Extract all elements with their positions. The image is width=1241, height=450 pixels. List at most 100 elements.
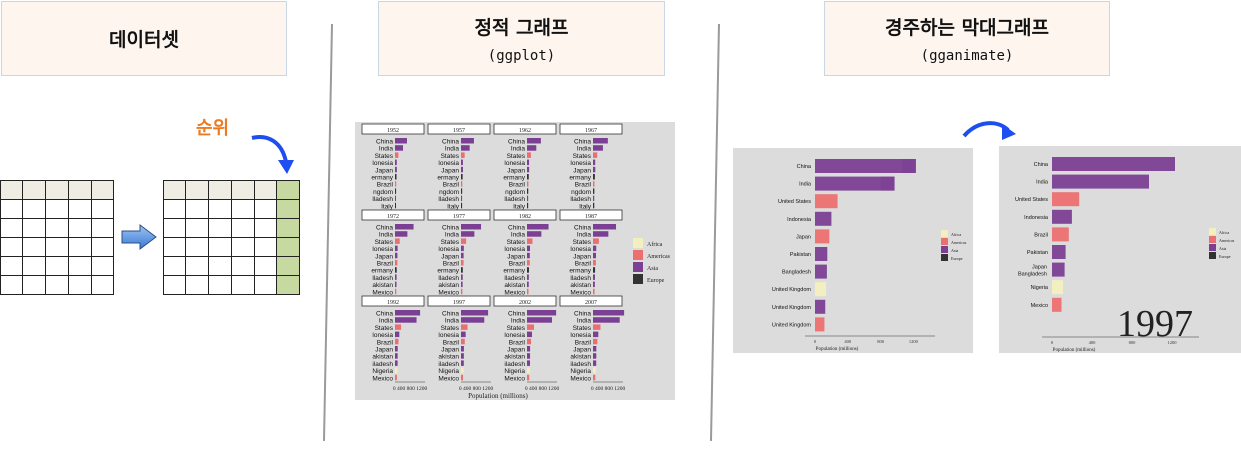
table-cell xyxy=(45,236,69,257)
race-bar-label: Bangladesh xyxy=(782,270,811,276)
facet-bar xyxy=(593,324,601,330)
race-bar-label: United States xyxy=(1015,197,1048,203)
facet-bar xyxy=(527,310,557,316)
facet-bar xyxy=(527,138,541,144)
facet-bar xyxy=(461,152,465,158)
table-cell xyxy=(230,255,255,276)
facet-bar xyxy=(527,331,532,338)
facet-bar xyxy=(461,346,464,352)
facet-bar-label: China xyxy=(574,311,591,318)
rank-cell xyxy=(276,236,301,257)
legend-swatch xyxy=(941,230,948,237)
facet-bar xyxy=(395,238,400,244)
facet-bar xyxy=(395,181,397,187)
facet-bar xyxy=(461,166,464,173)
race-bar-label: Mexico xyxy=(1031,303,1048,309)
race-bar xyxy=(1052,174,1149,189)
facet-bar xyxy=(395,353,398,359)
facet-bar xyxy=(527,360,530,366)
legend-swatch xyxy=(1209,244,1216,251)
facet-bar-label: China xyxy=(442,139,459,146)
header-cell xyxy=(185,179,210,200)
legend-label: Europe xyxy=(1219,254,1231,259)
facet-bar xyxy=(395,338,399,345)
facet-bar-label: Japan xyxy=(375,167,393,174)
race-bar-label: India xyxy=(799,182,812,188)
header-cell xyxy=(45,179,69,200)
facet-bar-label: Mexico xyxy=(504,375,525,382)
facet-bar xyxy=(527,260,530,266)
facet-bar xyxy=(527,288,529,295)
facet-bar xyxy=(461,317,485,323)
facet-bar xyxy=(395,331,400,338)
facet-bar xyxy=(593,174,595,180)
table-cell xyxy=(253,236,278,257)
race-bar xyxy=(815,176,895,191)
facet-bar-label: Japan xyxy=(441,167,459,174)
rank-cell xyxy=(276,179,301,200)
facet-year-strip xyxy=(493,209,557,221)
facet-year-strip xyxy=(493,295,557,307)
facet-year-label: 1987 xyxy=(585,214,597,220)
table-cell xyxy=(67,217,92,238)
facet-year-label: 1967 xyxy=(585,128,597,134)
race-bar-label: Indonesia xyxy=(787,217,812,223)
facet-bar xyxy=(527,238,533,244)
facet-bar-label: Mexico xyxy=(570,289,591,296)
facet-bar xyxy=(395,367,398,374)
table-cell xyxy=(208,198,232,219)
facet-bar xyxy=(527,159,530,166)
race-bar xyxy=(815,159,916,173)
race-bar xyxy=(1052,280,1063,295)
table-cell xyxy=(208,217,232,238)
facet-bar xyxy=(593,346,597,352)
facet-bar-label: India xyxy=(445,318,459,325)
race-bar xyxy=(815,282,827,297)
facet-bar-label: lonesia xyxy=(504,160,525,167)
facet-bar xyxy=(527,174,529,180)
facet-bar xyxy=(461,138,474,144)
facet-bar xyxy=(527,166,530,173)
facet-bar xyxy=(527,231,542,237)
race-x-tick-label: 800 xyxy=(1129,340,1137,345)
race-bar-label: United States xyxy=(778,199,811,205)
table-cell xyxy=(185,236,210,257)
facet-bar xyxy=(527,252,530,259)
facet-year-strip xyxy=(361,209,425,221)
table-cell xyxy=(90,236,115,257)
facet-bar-label: ermany xyxy=(569,268,591,275)
race-bar xyxy=(815,317,825,332)
facet-x-tick-label: 0 400 800 1200 xyxy=(525,386,560,392)
race-x-tick-label: 0 xyxy=(1051,340,1054,345)
facet-bar-label: akistan xyxy=(504,282,525,289)
table-cell xyxy=(185,255,210,276)
facet-bar-label: Brazil xyxy=(377,182,394,189)
rank-cell xyxy=(276,198,301,219)
facet-bar xyxy=(461,145,470,151)
facet-bar-label: Brazil xyxy=(443,339,460,346)
table-cell xyxy=(253,255,278,276)
facet-bar xyxy=(395,274,397,280)
facet-bar-label: Brazil xyxy=(509,339,526,346)
table-cell xyxy=(162,255,187,276)
facet-bar-label: Japan xyxy=(507,253,525,260)
table-cell xyxy=(90,198,115,219)
facet-bar-label: Brazil xyxy=(575,339,592,346)
facet-bar-label: ermany xyxy=(503,268,525,275)
facet-bar-label: akistan xyxy=(438,282,459,289)
race-bar-label: Brazil xyxy=(1034,232,1048,238)
facet-bar xyxy=(527,274,529,280)
facet-year-label: 1957 xyxy=(453,128,465,134)
facet-bar-label: Nigeria xyxy=(372,368,393,375)
facet-bar-label: Nigeria xyxy=(438,368,459,375)
facet-bar xyxy=(527,338,532,345)
table-cell xyxy=(22,198,47,219)
facet-bar xyxy=(461,159,463,166)
race-x-tick-label: 400 xyxy=(844,339,852,344)
facet-bar-label: iladesh xyxy=(570,361,591,368)
race-bar xyxy=(1052,297,1062,312)
facet-bar-label: iladesh xyxy=(504,361,525,368)
table-cell xyxy=(162,217,187,238)
facet-year-strip xyxy=(559,209,623,221)
race-x-tick-label: 800 xyxy=(877,339,885,344)
